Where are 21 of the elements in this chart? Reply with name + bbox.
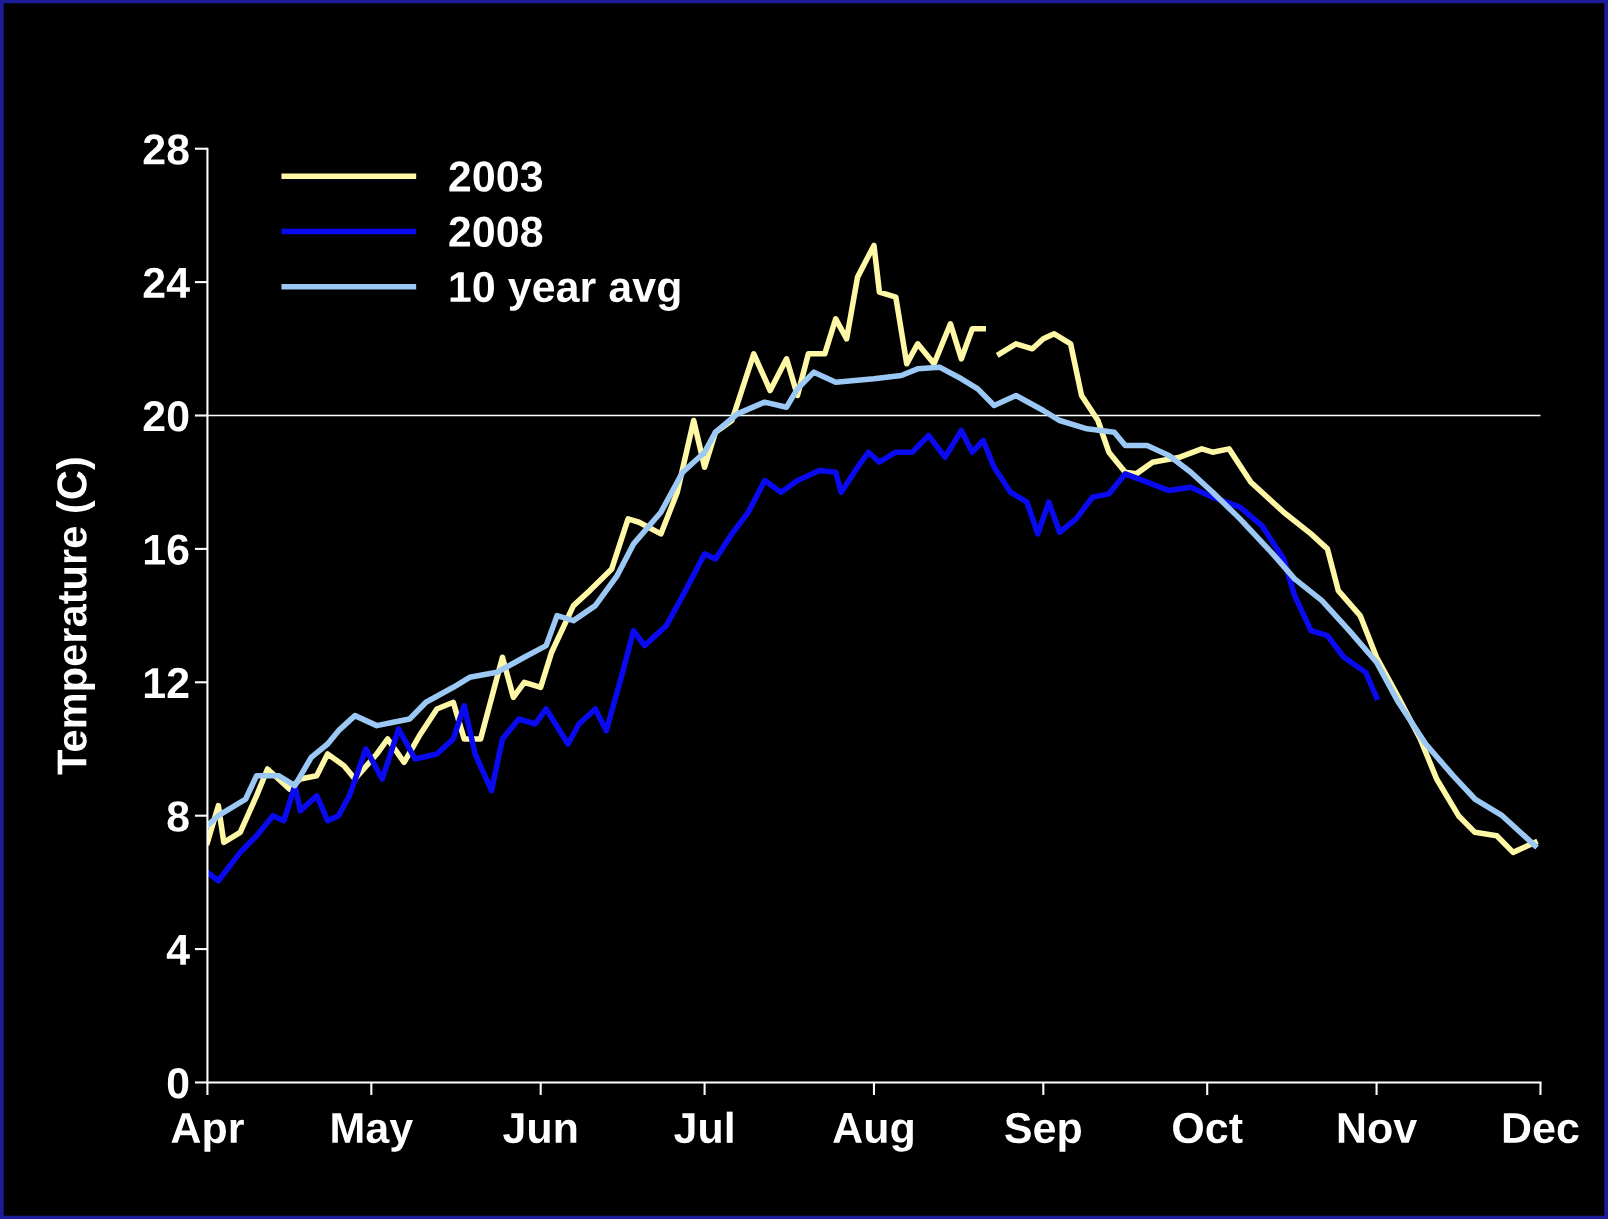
y-axis-title: Temperature (C) (56, 458, 95, 775)
x-tick-label: Dec (1503, 1113, 1579, 1144)
x-tick-label: Jun (503, 1113, 577, 1144)
x-tick-label: Sep (1005, 1112, 1082, 1152)
y-tick-label: 16 (144, 534, 189, 565)
x-tick-label: Nov (1338, 1113, 1418, 1144)
legend-label: 2003 (449, 161, 543, 192)
y-tick-label: 4 (166, 935, 190, 965)
y-tick-label: 12 (144, 667, 189, 698)
x-tick-label: Oct (1173, 1112, 1243, 1144)
x-tick-label: Jul (674, 1111, 733, 1144)
y-tick-label: 20 (143, 401, 189, 432)
x-tick-label: May (332, 1113, 413, 1152)
x-tick-label: Apr (171, 1113, 244, 1152)
legend-label: 2008 (449, 216, 543, 248)
legend-label: 10 year avg (450, 271, 680, 311)
y-tick-label: 0 (167, 1068, 189, 1099)
y-tick-label: 28 (143, 134, 189, 165)
y-tick-label: 8 (167, 801, 189, 832)
x-tick-label: Aug (833, 1113, 913, 1152)
y-tick-label: 24 (143, 267, 190, 298)
